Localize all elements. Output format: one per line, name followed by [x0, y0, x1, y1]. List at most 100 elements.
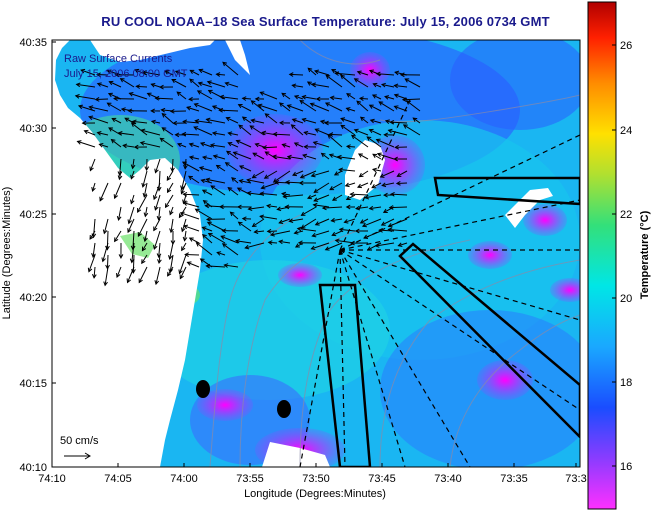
current-vector: [378, 101, 395, 112]
current-vector: [207, 81, 226, 88]
current-vector: [158, 206, 161, 220]
x-tick-label: 74:10: [38, 473, 66, 485]
current-vector: [165, 194, 174, 208]
current-vector-head: [290, 124, 296, 129]
current-vector-head: [202, 233, 207, 239]
current-vector-head: [271, 154, 277, 160]
current-vector: [102, 242, 109, 262]
current-vector: [403, 124, 421, 136]
current-vector-head: [293, 142, 299, 147]
current-vector-head: [372, 82, 378, 88]
current-vector: [118, 132, 135, 136]
current-vector: [161, 127, 174, 136]
current-vector: [210, 144, 226, 148]
current-vector-head: [369, 118, 375, 124]
current-vector-head: [354, 205, 360, 211]
current-vector: [311, 83, 330, 88]
current-vector: [131, 122, 148, 136]
current-vector: [111, 139, 122, 148]
current-vector: [396, 182, 408, 185]
current-vector: [93, 218, 96, 238]
current-vector: [260, 192, 278, 196]
current-vector: [169, 206, 174, 215]
current-vector: [196, 242, 213, 256]
current-vector-head: [299, 100, 305, 105]
current-vector-head: [94, 97, 100, 102]
current-vector: [311, 242, 330, 250]
current-vector: [123, 144, 135, 148]
current-vector-head: [237, 221, 243, 227]
current-vector: [322, 206, 343, 209]
current-vector: [75, 95, 96, 100]
current-vector-head: [153, 244, 158, 250]
current-vector: [372, 168, 382, 172]
current-vector-head: [378, 101, 384, 106]
current-vector-head: [338, 167, 344, 173]
current-vector-head: [345, 195, 351, 200]
current-vector-head: [222, 61, 228, 67]
current-vector: [228, 132, 239, 136]
current-vector: [202, 234, 213, 244]
current-vector: [264, 170, 278, 179]
current-vector-head: [219, 204, 224, 210]
current-vector: [151, 120, 161, 124]
current-vector-head: [77, 104, 83, 110]
current-vector-head: [313, 69, 320, 75]
current-vector: [340, 124, 356, 136]
current-vector: [202, 189, 213, 196]
current-vector-head: [179, 274, 184, 280]
current-vector-head: [363, 234, 369, 239]
current-vector-head: [266, 203, 271, 209]
current-vector-head: [221, 243, 227, 248]
current-vector: [270, 230, 291, 236]
current-vector-head: [300, 211, 306, 216]
colorbar-tick-label: 20: [620, 293, 632, 305]
current-vector-head: [314, 128, 320, 133]
current-vector: [351, 134, 369, 148]
current-vector: [131, 242, 135, 263]
current-vector: [382, 182, 395, 186]
current-vector-head: [159, 137, 165, 143]
current-vector-head: [333, 171, 339, 176]
current-vector-head: [309, 102, 315, 107]
current-vector-head: [225, 116, 231, 122]
current-vector: [339, 228, 356, 232]
current-vector: [283, 194, 304, 198]
current-vector-head: [328, 153, 334, 158]
current-vector: [197, 90, 213, 100]
current-vector: [222, 243, 239, 256]
current-vector: [137, 194, 148, 213]
current-vector-head: [349, 191, 355, 197]
current-vector-head: [122, 143, 128, 149]
current-vector-head: [196, 90, 202, 95]
current-vector: [292, 170, 304, 176]
current-vector-head: [291, 83, 297, 89]
current-vector: [277, 206, 291, 210]
current-vector-head: [236, 204, 242, 210]
current-vector-head: [128, 92, 134, 97]
current-vector-head: [154, 280, 160, 286]
current-vector-head: [296, 226, 302, 232]
scale-arrow: [64, 452, 91, 460]
current-vector: [189, 78, 200, 88]
current-vector-head: [224, 81, 230, 87]
current-vector: [89, 230, 96, 240]
current-vector: [112, 118, 122, 124]
current-vector: [181, 242, 187, 251]
current-vector: [201, 179, 213, 184]
current-vector-head: [169, 210, 174, 216]
current-vector: [180, 182, 187, 194]
current-vector-head: [356, 100, 362, 106]
current-vector-head: [200, 178, 206, 184]
current-vector-head: [241, 96, 247, 101]
current-vector-head: [264, 151, 270, 156]
current-vector: [273, 133, 291, 136]
current-vector-head: [168, 255, 173, 261]
current-vector: [183, 194, 187, 204]
current-vector-head: [343, 219, 349, 224]
current-vector-head: [137, 232, 142, 237]
current-vector-head: [188, 237, 194, 242]
current-vector: [103, 218, 109, 234]
current-vector: [252, 170, 265, 179]
colorbar: [587, 1, 617, 510]
